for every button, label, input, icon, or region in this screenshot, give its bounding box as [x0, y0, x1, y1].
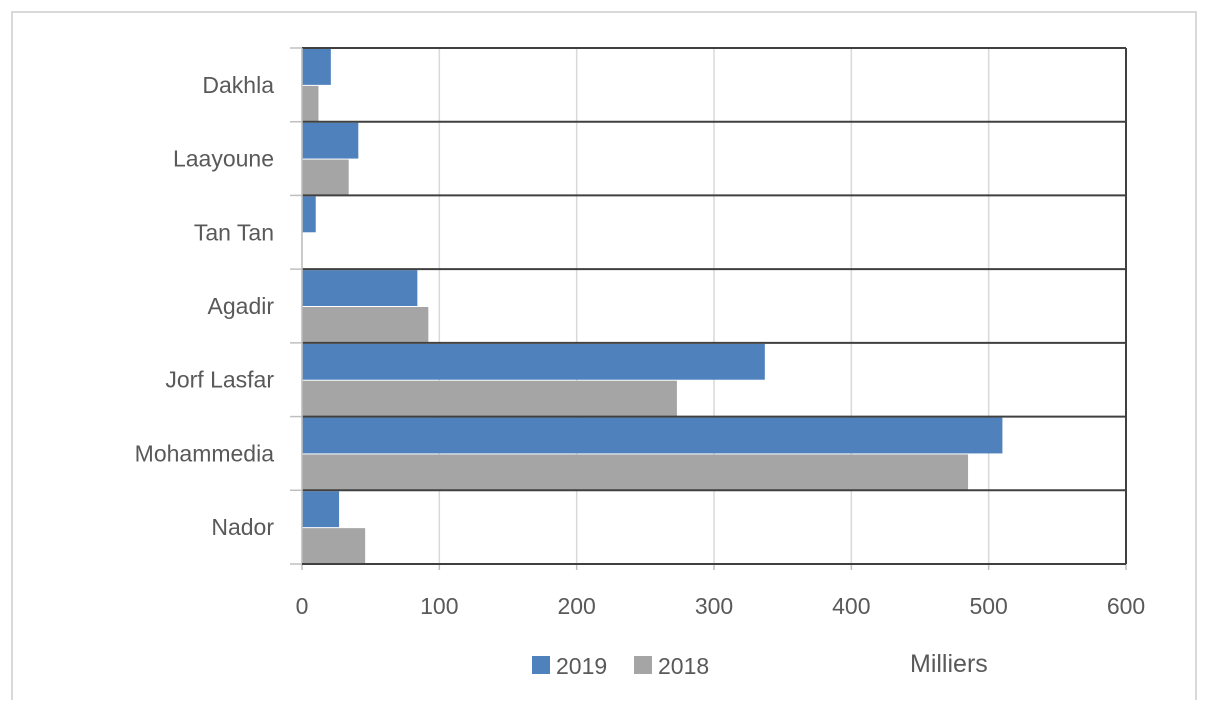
- x-tick-label-500: 500: [969, 593, 1007, 619]
- bar-2018-jorf-lasfar: [302, 380, 677, 417]
- y-category-label-mohammedia: Mohammedia: [135, 440, 275, 466]
- bar-2019-agadir: [302, 270, 418, 306]
- x-tick-label-600: 600: [1107, 593, 1145, 619]
- bar-2018-nador: [302, 528, 366, 564]
- bar-2019-jorf-lasfar: [302, 343, 765, 380]
- bar-2018-agadir: [302, 307, 429, 343]
- y-category-label-agadir: Agadir: [208, 293, 275, 319]
- bar-2018-dakhla: [302, 85, 319, 122]
- units-label: Milliers: [910, 650, 988, 678]
- bar-2019-tan-tan: [302, 196, 316, 233]
- legend-swatch-2019: [532, 656, 550, 674]
- legend-label-2018: 2018: [658, 653, 709, 679]
- x-tick-label-100: 100: [420, 593, 458, 619]
- x-tick-label-200: 200: [557, 593, 595, 619]
- x-tick-label-300: 300: [695, 593, 733, 619]
- bar-layer: [302, 49, 1003, 564]
- x-tick-label-0: 0: [296, 593, 309, 619]
- label-layer: 0 100 200 300 400 500 600 Dakhla Laayoune Tan Tan…: [135, 72, 1146, 619]
- bar-2018-mohammedia: [302, 454, 969, 491]
- bar-2019-nador: [302, 491, 340, 528]
- bar-2019-mohammedia: [302, 417, 1003, 454]
- legend-label-2019: 2019: [556, 653, 607, 679]
- bar-2018-laayoune: [302, 159, 349, 196]
- legend: 2019 2018: [532, 653, 709, 679]
- bar-2019-dakhla: [302, 49, 331, 85]
- x-tick-label-400: 400: [832, 593, 870, 619]
- chart-frame: [11, 11, 1197, 700]
- y-category-label-tan-tan: Tan Tan: [194, 219, 274, 245]
- y-category-label-jorf-lasfar: Jorf Lasfar: [165, 367, 274, 393]
- y-category-label-dakhla: Dakhla: [202, 72, 274, 98]
- bar-2019-laayoune: [302, 122, 359, 159]
- y-category-label-laayoune: Laayoune: [173, 146, 274, 172]
- legend-swatch-2018: [634, 656, 652, 674]
- axis-layer: [290, 47, 1127, 570]
- y-category-label-nador: Nador: [211, 514, 274, 540]
